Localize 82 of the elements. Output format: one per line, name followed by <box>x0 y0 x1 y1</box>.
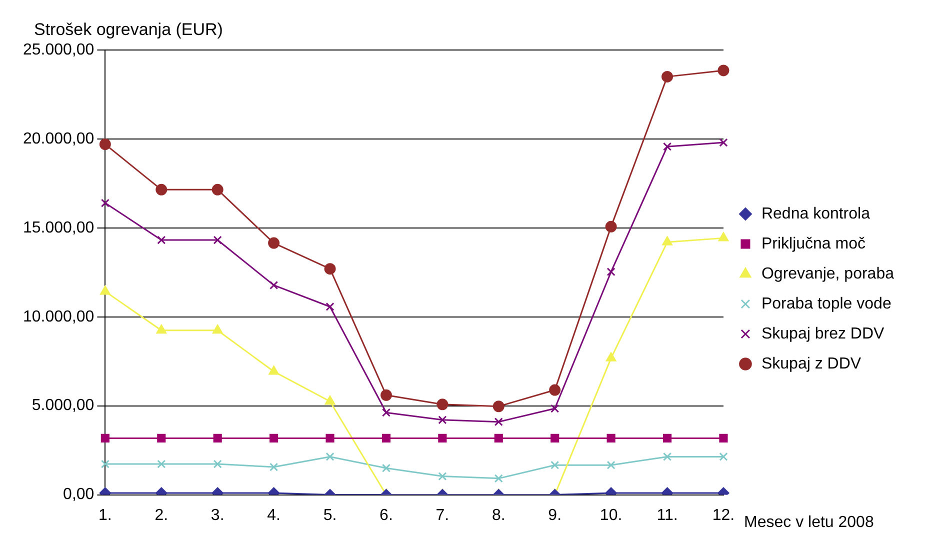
point <box>606 434 616 443</box>
point <box>719 434 728 443</box>
point <box>268 237 280 249</box>
point <box>156 184 168 196</box>
point <box>606 352 616 362</box>
point <box>438 472 447 481</box>
point <box>380 389 392 401</box>
y-tick-label: 15.000,00 <box>22 219 94 236</box>
x-tick-label: 1. <box>98 506 112 524</box>
point <box>100 198 110 208</box>
point <box>326 302 334 312</box>
point <box>382 408 391 417</box>
point <box>157 236 166 244</box>
x-tick-label: 3. <box>210 506 224 524</box>
point <box>549 384 561 396</box>
x-tick-label: 12. <box>712 506 735 524</box>
point <box>550 434 560 443</box>
point <box>718 64 730 76</box>
legend-label: Poraba tople vode <box>761 295 892 312</box>
point <box>100 434 110 443</box>
x-tick-label: 6. <box>380 506 393 524</box>
point <box>213 460 222 468</box>
point <box>270 434 278 443</box>
point <box>662 70 674 82</box>
point <box>494 418 503 426</box>
point <box>100 460 110 468</box>
x-tick-label: 4. <box>267 506 280 524</box>
legend-label: Priključna moč <box>761 235 866 252</box>
y-tick-label: 10.000,00 <box>22 308 94 326</box>
x-tick-label: 2. <box>154 506 168 524</box>
legend-label: Redna kontrola <box>761 205 870 222</box>
y-axis-title: Strošek ogrevanja (EUR) <box>34 20 223 40</box>
point <box>326 452 334 462</box>
y-tick-label: 20.000,00 <box>22 130 94 148</box>
point <box>662 142 672 151</box>
point <box>436 398 448 410</box>
point <box>268 366 279 375</box>
point <box>605 220 617 232</box>
x-tick-label: 10. <box>600 506 622 524</box>
legend-label: Skupaj brez DDV <box>761 325 885 342</box>
point <box>550 404 560 413</box>
point <box>606 268 616 276</box>
point <box>157 434 166 443</box>
point <box>99 138 111 150</box>
point <box>157 460 166 468</box>
x-tick-label: 7. <box>436 506 450 524</box>
point <box>270 462 278 472</box>
point <box>382 464 391 472</box>
x-tick-label: 11. <box>656 506 678 524</box>
point <box>100 286 110 295</box>
point <box>156 324 166 334</box>
x-axis-title: Mesec v letu 2008 <box>744 514 874 532</box>
point <box>212 184 224 196</box>
legend-label: Skupaj z DDV <box>761 355 862 372</box>
y-tick-label: 5.000,00 <box>32 397 94 414</box>
point <box>494 434 503 443</box>
point <box>270 280 278 290</box>
y-tick-label: 0,00 <box>63 486 94 504</box>
point <box>438 434 447 443</box>
y-tick-label: 25.000,00 <box>22 41 94 58</box>
point <box>382 434 391 443</box>
point <box>718 232 729 242</box>
point <box>550 460 560 470</box>
point <box>494 474 503 483</box>
point <box>606 460 616 470</box>
point <box>212 324 223 334</box>
point <box>324 263 336 275</box>
point <box>492 400 504 412</box>
point <box>662 434 672 443</box>
legend-label: Ogrevanje, poraba <box>761 265 894 282</box>
point <box>719 452 728 462</box>
point <box>213 236 222 244</box>
x-tick-label: 5. <box>323 506 337 524</box>
point <box>326 434 334 443</box>
point <box>662 236 672 246</box>
x-tick-label: 8. <box>492 506 506 524</box>
point <box>213 434 222 443</box>
point <box>719 138 728 147</box>
point <box>438 416 447 424</box>
x-tick-label: 9. <box>548 506 562 524</box>
point <box>662 452 672 462</box>
point <box>324 396 336 405</box>
